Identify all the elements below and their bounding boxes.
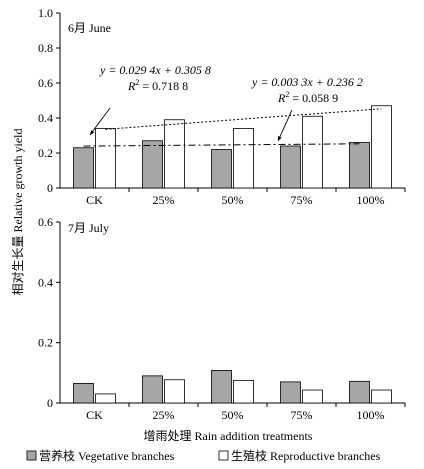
x-tick-label: 75% xyxy=(291,193,313,207)
trend-equation-vegetative: y = 0.003 3x + 0.236 2 xyxy=(251,75,363,89)
legend-swatch-vegetative xyxy=(26,450,37,461)
bar-reproductive xyxy=(164,119,185,189)
x-axis-title: 增雨处理 Rain addition treatments xyxy=(144,429,313,443)
bar-vegetative xyxy=(142,140,163,189)
panel-july: 0 0.2 0.4 0.6 CK 25% 50% 75% 100% 7月 July xyxy=(38,215,406,422)
y-tick-label: 0 xyxy=(47,181,53,195)
x-tick-label: CK xyxy=(86,193,103,207)
bar-reproductive xyxy=(233,128,254,189)
y-tick-label: 0.4 xyxy=(38,275,53,289)
legend-swatch-reproductive xyxy=(218,450,229,461)
x-tick-label: 50% xyxy=(222,408,244,422)
bar-vegetative xyxy=(280,381,301,404)
x-tick-label: 25% xyxy=(153,193,175,207)
legend-label-reproductive: 生殖枝 Reproductive branches xyxy=(231,448,381,463)
y-tick-label: 1.0 xyxy=(38,6,53,20)
bar-reproductive xyxy=(233,379,254,404)
bar-reproductive xyxy=(95,393,116,404)
bar-reproductive xyxy=(371,389,392,404)
y-tick-label: 0.2 xyxy=(38,336,53,350)
bar-vegetative xyxy=(73,147,94,189)
y-tick-label: 0.4 xyxy=(38,111,53,125)
legend-label-vegetative: 营养枝 Vegetative branches xyxy=(39,448,175,463)
x-tick-label: 25% xyxy=(153,408,175,422)
y-tick-label: 0.8 xyxy=(38,41,53,55)
panel-label: 7月 July xyxy=(68,221,109,235)
panel-june: 0 0.2 0.4 0.6 0.8 1.0 CK 25% 50% 75% 100% 6月 June y … xyxy=(38,6,406,207)
trend-r2-vegetative: R2 = 0.058 9 xyxy=(277,90,338,105)
bar-vegetative xyxy=(73,382,94,404)
bar-vegetative xyxy=(349,380,370,404)
x-tick-label: 100% xyxy=(357,193,385,207)
panel-label: 6月 June xyxy=(68,21,111,35)
bar-reproductive xyxy=(302,389,323,404)
y-axis-title: 相对生长量 Relative growth yield xyxy=(11,129,25,296)
trendline-vegetative xyxy=(83,143,360,147)
bar-reproductive xyxy=(302,115,323,189)
trend-r2-reproductive: R2 = 0.718 8 xyxy=(127,78,188,93)
x-tick-label: CK xyxy=(86,408,103,422)
bar-vegetative xyxy=(280,145,301,189)
trendline-reproductive xyxy=(105,108,382,130)
trend-arrowhead xyxy=(278,136,282,141)
bar-reproductive xyxy=(371,105,392,189)
x-tick-label: 50% xyxy=(222,193,244,207)
y-tick-label: 0 xyxy=(47,396,53,410)
trend-arrow xyxy=(89,107,111,136)
y-tick-label: 0.6 xyxy=(38,215,53,229)
y-tick-label: 0.6 xyxy=(38,76,53,90)
trend-equation-reproductive: y = 0.029 4x + 0.305 8 xyxy=(99,63,211,77)
bar-vegetative xyxy=(349,142,370,189)
trend-arrowhead xyxy=(90,130,95,135)
bar-vegetative xyxy=(142,375,163,404)
x-tick-label: 100% xyxy=(357,408,385,422)
bar-reproductive xyxy=(164,379,185,404)
x-tick-label: 75% xyxy=(291,408,313,422)
bar-reproductive xyxy=(95,128,116,189)
legend: 营养枝 Vegetative branches 生殖枝 Reproductive… xyxy=(26,448,381,463)
y-tick-label: 0.2 xyxy=(38,146,53,160)
bar-vegetative xyxy=(211,149,232,189)
bar-vegetative xyxy=(211,370,232,404)
trend-arrow xyxy=(277,109,293,142)
